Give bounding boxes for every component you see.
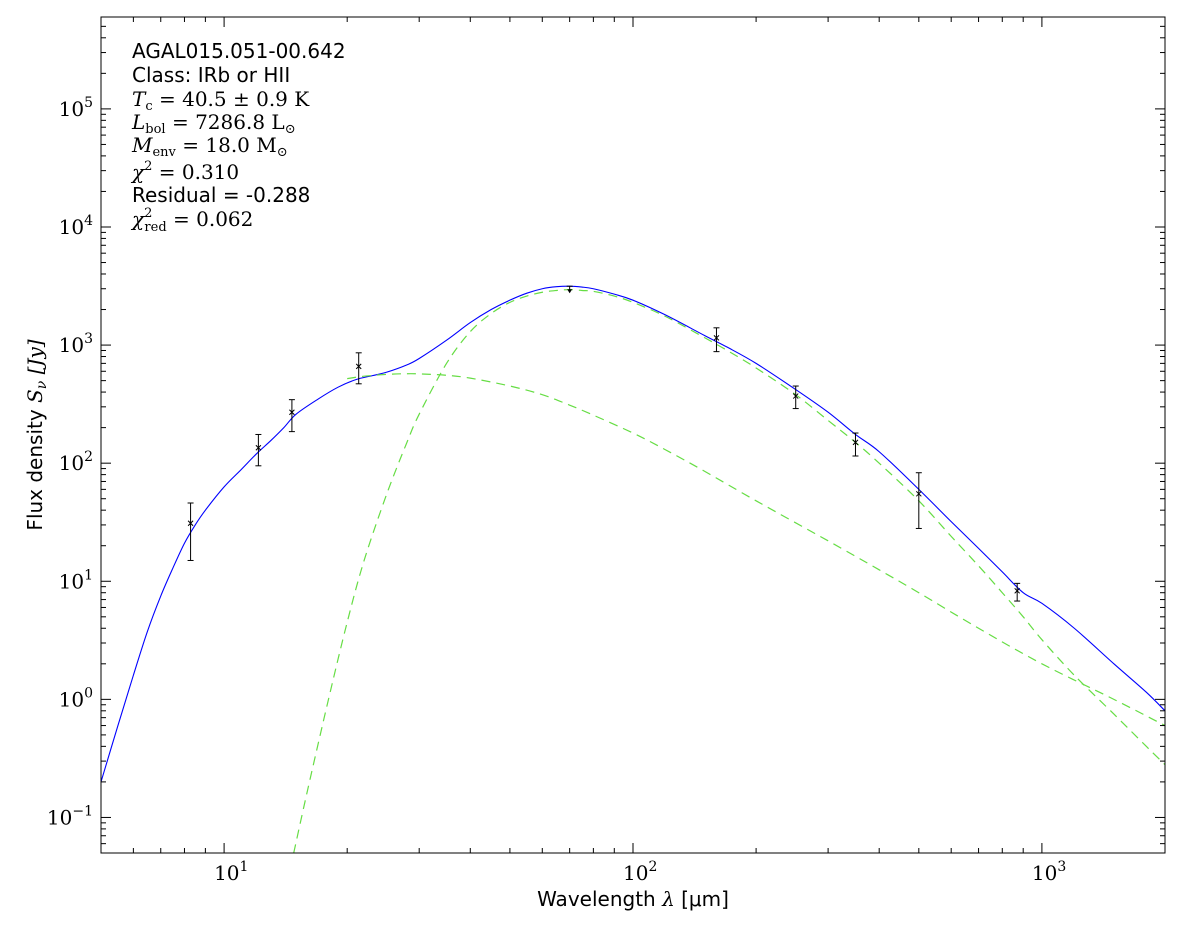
y-tick-label: 10−1 [47,803,93,829]
total-model-curve [101,285,1165,783]
lbol-subscript: bol [145,122,165,137]
chi2red-superscript: 2 [144,206,152,221]
plot-area [101,285,1165,853]
x-axis-unit: [μm] [681,887,729,911]
tick-exponent: 3 [84,331,93,347]
tick-base: 10 [214,861,239,885]
component-curve-1 [293,288,1165,853]
tick-base: 10 [59,97,84,121]
x-axis-symbol: λ [661,887,675,911]
class-label: Class: IRb or HII [132,63,290,87]
data-point [255,433,262,467]
lbol-symbol: L [131,110,145,134]
x-tick-label: 103 [1032,859,1066,885]
menv-label: Menv = 18.0 M⊙ [131,133,288,160]
y-axis-unit: [Jy] [23,339,47,374]
chi2red-symbol: χ [130,207,146,231]
marker-x [792,393,799,399]
marker-x [355,363,362,370]
upper-limit-arrow [567,289,573,294]
residual-label: Residual = -0.288 [132,183,310,207]
tc-subscript: c [145,99,152,114]
y-axis-symbol: S [23,389,47,403]
lbol-sun-symbol: ⊙ [285,122,296,137]
y-tick-label: 102 [59,449,93,475]
menv-sun-symbol: ⊙ [277,145,288,160]
tick-base: 10 [59,215,84,239]
chi2red-label: χ2 red = 0.062 [130,206,253,235]
data-point [288,399,295,433]
marker-x [713,335,720,341]
data-point [1014,582,1021,602]
marker-x [289,409,295,416]
data-point [713,327,720,353]
tick-base: 10 [59,687,84,711]
annotation-block: AGAL015.051-00.642 Class: IRb or HII Tc … [130,39,346,235]
plot-frame [100,16,1166,854]
x-tick-label: 101 [214,859,248,885]
x-axis-label-text: Wavelength [537,887,656,911]
chi2red-value: = 0.062 [167,207,254,231]
data-point [852,432,859,457]
chi2-label: χ2 = 0.310 [130,159,239,184]
chi2-symbol: χ [130,160,146,184]
tc-value: = 40.5 ± 0.9 K [153,87,311,111]
y-tick-label: 105 [59,95,93,121]
data-point [187,502,194,561]
x-tick-label: 102 [623,859,657,885]
tick-exponent: 2 [648,859,657,875]
x-axis-label: Wavelength λ [μm] [537,887,729,911]
tick-base: 10 [59,569,84,593]
tick-exponent: 1 [84,567,93,583]
tc-symbol: T [132,87,147,111]
data-point [915,472,922,529]
marker-x [915,490,922,497]
marker-x [1014,587,1021,594]
tick-base: 10 [59,333,84,357]
axis-ticks [100,16,1166,854]
chi2-superscript: 2 [144,159,152,174]
menv-value: = 18.0 M [176,133,277,157]
tick-base: 10 [623,861,648,885]
y-tick-label: 103 [59,331,93,357]
upper-limit-point [566,285,573,294]
source-name: AGAL015.051-00.642 [132,39,346,63]
tick-exponent: 1 [240,859,249,875]
component-curve-2 [347,373,1165,727]
data-point [792,385,799,410]
tick-exponent: −1 [72,803,93,819]
y-axis-label: Flux density Sν [Jy] [23,339,51,530]
lbol-value: = 7286.8 L [166,110,285,134]
menv-symbol: M [131,133,153,157]
y-axis-subscript: ν [34,380,50,389]
lbol-label: Lbol = 7286.8 L⊙ [131,110,296,137]
tick-exponent: 5 [84,95,93,111]
data-point [355,352,362,385]
data-points [187,285,1021,602]
tick-exponent: 2 [84,449,93,465]
tick-exponent: 4 [84,213,93,229]
marker-x [187,520,194,527]
tick-exponent: 0 [84,685,93,701]
tick-base: 10 [47,805,72,829]
tc-label: Tc = 40.5 ± 0.9 K [132,87,310,114]
tick-exponent: 3 [1057,859,1066,875]
marker-x [255,444,262,451]
y-tick-label: 104 [59,213,93,239]
tick-base: 10 [1032,861,1057,885]
y-axis-label-text: Flux density [23,409,47,530]
y-tick-label: 101 [59,567,93,593]
menv-subscript: env [152,145,176,160]
marker-x [852,439,859,446]
model-curves [101,285,1165,853]
chi2red-subscript: red [144,220,166,235]
tick-base: 10 [59,451,84,475]
chi2-value: = 0.310 [152,160,239,184]
y-tick-label: 100 [59,685,93,711]
